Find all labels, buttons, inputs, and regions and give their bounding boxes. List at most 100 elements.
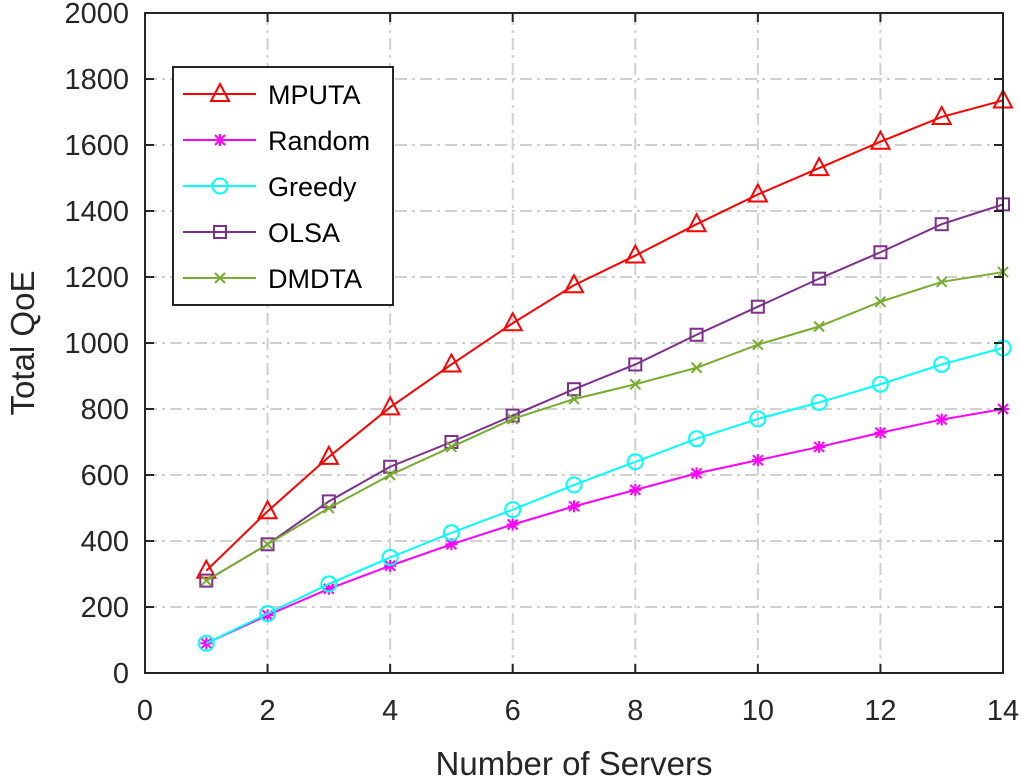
data-point-mputa	[563, 273, 585, 294]
legend-item-olsa: OLSA	[183, 218, 340, 248]
data-point-dmdta	[261, 538, 274, 551]
legend-item-mputa: MPUTA	[183, 80, 361, 110]
data-point-greedy	[381, 549, 399, 566]
legend-label: OLSA	[268, 218, 340, 248]
data-point-mputa	[440, 352, 463, 373]
series-random	[200, 403, 1009, 650]
data-point-greedy	[871, 375, 889, 393]
legend: MPUTA Random Greedy OLSA DMDTA	[172, 66, 394, 306]
data-point-random	[568, 500, 580, 513]
series-line-dmdta	[205, 271, 1004, 582]
data-point-dmdta	[690, 362, 703, 374]
data-point-greedy	[933, 355, 951, 373]
y-tick-label: 1200	[64, 262, 129, 294]
data-point-dmdta	[384, 469, 396, 481]
data-point-mputa	[931, 104, 953, 125]
data-point-random	[506, 518, 519, 531]
data-point-greedy	[320, 575, 338, 593]
tick-labels: 0 2 4 6 8 10 12 14 0 200 400 600 800 1000 1200 1400 1600…	[64, 0, 1019, 727]
legend-marker	[211, 177, 229, 195]
data-point-greedy	[626, 453, 644, 471]
series-mputa	[195, 88, 1014, 579]
y-tick-label: 1400	[64, 196, 129, 228]
data-point-dmdta	[445, 441, 458, 453]
x-tick-label: 4	[382, 695, 398, 727]
series-line-olsa	[205, 203, 1004, 582]
legend-label: Greedy	[268, 172, 357, 202]
data-point-greedy	[504, 501, 522, 519]
data-point-dmdta	[507, 413, 519, 425]
data-point-mputa	[195, 558, 217, 579]
x-tick-label: 2	[260, 695, 276, 727]
data-point-dmdta	[936, 276, 948, 288]
series-dmdta	[200, 266, 1009, 587]
data-point-olsa	[505, 408, 520, 423]
y-tick-label: 400	[81, 526, 129, 558]
x-tick-label: 0	[137, 695, 153, 727]
data-point-olsa	[689, 327, 704, 342]
data-point-random	[690, 467, 703, 480]
y-tick-label: 600	[81, 460, 129, 492]
data-point-random	[629, 483, 642, 496]
data-point-dmdta	[629, 378, 641, 390]
y-tick-label: 200	[81, 592, 129, 624]
data-point-greedy	[688, 430, 706, 448]
x-axis-title: Number of Servers	[436, 745, 713, 780]
data-point-greedy	[197, 634, 215, 652]
x-tick-label: 6	[505, 695, 521, 727]
data-point-mputa	[808, 155, 830, 177]
series-line-random	[205, 408, 1004, 645]
series-line-greedy	[205, 346, 1004, 645]
series-line-mputa	[205, 99, 1004, 572]
data-point-mputa	[502, 311, 524, 332]
data-point-random	[813, 440, 826, 453]
y-tick-label: 1800	[64, 64, 129, 96]
data-point-olsa	[567, 382, 581, 397]
y-tick-label: 800	[81, 394, 129, 426]
data-point-greedy	[749, 410, 767, 428]
legend-item-greedy: Greedy	[183, 172, 357, 202]
x-tick-label: 8	[627, 695, 643, 727]
x-tick-label: 10	[742, 695, 774, 727]
legend-marker	[209, 81, 231, 102]
data-point-random	[874, 426, 887, 439]
legend-label: Random	[268, 126, 370, 156]
x-tick-label: 12	[864, 695, 896, 727]
data-point-random	[751, 454, 764, 467]
data-point-mputa	[256, 499, 279, 520]
data-point-olsa	[383, 459, 398, 474]
data-point-mputa	[685, 212, 708, 233]
legend-marker	[214, 134, 226, 146]
legend-marker	[213, 225, 227, 239]
data-point-olsa	[934, 217, 949, 232]
data-point-greedy	[810, 393, 828, 411]
data-point-greedy	[259, 605, 277, 623]
data-point-dmdta	[874, 296, 887, 308]
data-point-olsa	[628, 357, 643, 372]
y-axis-title: Total QoE	[4, 271, 41, 416]
legend-item-random: Random	[183, 126, 370, 156]
data-point-greedy	[442, 524, 460, 542]
y-tick-label: 1600	[64, 130, 129, 162]
data-point-dmdta	[568, 393, 580, 405]
legend-label: MPUTA	[268, 80, 361, 110]
data-point-dmdta	[752, 338, 764, 351]
legend-item-dmdta: DMDTA	[183, 264, 362, 294]
data-point-olsa	[750, 299, 765, 314]
data-point-olsa	[260, 537, 275, 552]
data-point-mputa	[379, 395, 401, 416]
data-point-greedy	[565, 476, 583, 494]
data-point-dmdta	[813, 320, 825, 333]
data-point-mputa	[624, 243, 646, 264]
data-point-olsa	[199, 573, 214, 588]
x-tick-label: 14	[987, 695, 1019, 727]
data-point-mputa	[869, 129, 892, 150]
data-point-mputa	[747, 182, 769, 203]
data-point-mputa	[318, 444, 340, 465]
y-tick-label: 2000	[64, 0, 129, 30]
legend-label: DMDTA	[268, 264, 362, 294]
data-point-random	[935, 413, 948, 426]
data-point-olsa	[812, 271, 827, 286]
data-point-dmdta	[323, 502, 335, 514]
